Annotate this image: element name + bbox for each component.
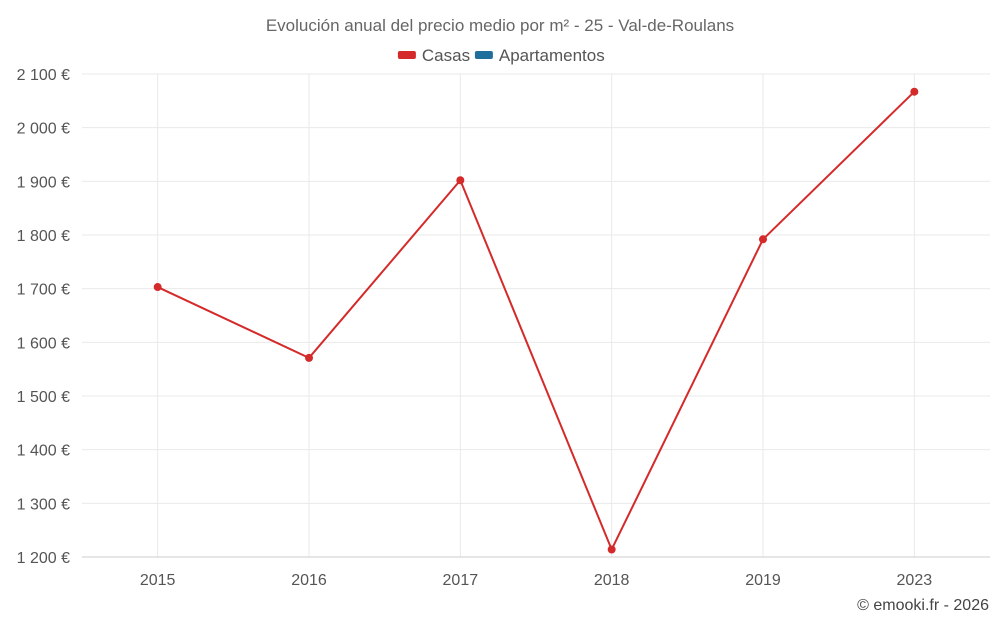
y-tick-label: 1 300 € <box>17 496 70 513</box>
x-axis: 2015 2016 2017 2018 2019 2023 <box>82 556 990 589</box>
data-point[interactable] <box>759 235 767 244</box>
data-point[interactable] <box>305 353 313 362</box>
series-line-casas <box>157 90 916 552</box>
x-tick-label: 2016 <box>291 572 327 589</box>
chart-title: Evolución anual del precio medio por m² … <box>266 16 734 35</box>
y-tick-label: 1 200 € <box>17 550 70 567</box>
data-point[interactable] <box>153 283 162 292</box>
data-point[interactable] <box>910 87 919 96</box>
x-tick-label: 2019 <box>745 572 781 589</box>
y-tick-label: 1 800 € <box>17 228 70 245</box>
credit-text: © emooki.fr - 2026 <box>857 597 989 614</box>
y-tick-label: 1 400 € <box>17 443 70 460</box>
y-tick-label: 1 900 € <box>17 174 70 191</box>
y-tick-label: 2 100 € <box>17 67 70 84</box>
x-tick-label: 2023 <box>897 572 933 589</box>
data-point[interactable] <box>456 176 465 185</box>
series-layer <box>153 87 919 554</box>
legend-swatch[interactable] <box>397 51 416 59</box>
y-tick-label: 1 500 € <box>17 389 70 406</box>
grid <box>82 73 990 558</box>
y-axis: 1 200 € 1 300 € 1 400 € 1 500 € 1 600 € 1 700… <box>17 67 70 567</box>
y-tick-label: 1 700 € <box>17 282 70 299</box>
x-tick-label: 2017 <box>443 572 479 589</box>
data-point[interactable] <box>607 545 616 554</box>
legend-swatch[interactable] <box>474 51 493 59</box>
legend-label[interactable]: Casas <box>422 46 470 65</box>
y-tick-label: 1 600 € <box>17 335 70 352</box>
y-tick-label: 2 000 € <box>17 121 70 138</box>
x-tick-label: 2018 <box>594 572 630 589</box>
legend: Casas Apartamentos <box>397 46 605 65</box>
x-tick-label: 2015 <box>140 572 176 589</box>
legend-label[interactable]: Apartamentos <box>499 46 605 65</box>
